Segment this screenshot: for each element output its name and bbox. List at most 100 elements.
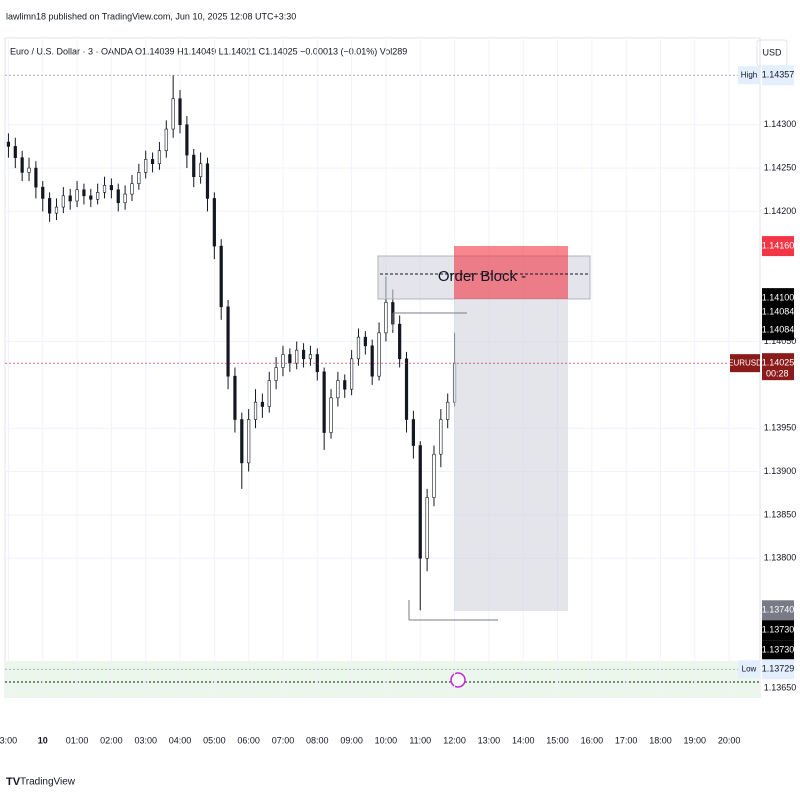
candle-body <box>96 192 100 200</box>
candle-body <box>27 167 31 173</box>
x-tick-label: 15:00 <box>546 735 569 745</box>
price-badge <box>762 353 794 381</box>
y-tick-label: 1.13950 <box>764 423 797 433</box>
candle-body <box>253 401 258 420</box>
candle-body <box>343 380 347 390</box>
x-tick-label: 02:00 <box>100 735 123 745</box>
currency[interactable]: USD <box>762 47 782 57</box>
candle-body <box>150 159 155 165</box>
price-badge <box>762 320 794 341</box>
candle-body <box>247 419 251 464</box>
y-tick-label: 1.13800 <box>764 553 797 563</box>
price-badge <box>762 620 794 641</box>
countdown: 00:28 <box>766 369 789 379</box>
x-tick-label: 16:00 <box>581 735 604 745</box>
price-badge-label: 1.14025 <box>762 358 795 368</box>
brand: TradingView <box>20 777 76 788</box>
x-tick-label: 07:00 <box>272 735 295 745</box>
low-zone <box>5 661 760 697</box>
y-tick-label: 1.14200 <box>764 206 797 216</box>
candle-body <box>377 332 381 377</box>
candle-body <box>240 419 244 464</box>
candle-body <box>411 419 415 446</box>
price-badge <box>762 600 794 621</box>
candle-body <box>109 185 113 191</box>
candle-body <box>48 198 52 214</box>
x-tick-label: 11:00 <box>409 735 431 745</box>
candle-body <box>439 419 443 455</box>
candle-body <box>130 183 134 195</box>
candle-body <box>336 380 340 399</box>
price-badge-label: 1.14357 <box>762 70 795 80</box>
candle-body <box>356 336 361 360</box>
y-tick-label: 1.13900 <box>764 466 797 476</box>
x-tick-label: 14:00 <box>512 735 535 745</box>
candle-body <box>233 375 237 420</box>
candle-body <box>13 146 17 158</box>
candle-body <box>6 141 11 147</box>
x-tick-label: 17:00 <box>615 735 638 745</box>
candle-body <box>54 206 59 214</box>
x-tick-label: 03:00 <box>134 735 157 745</box>
y-tick-label: 1.13850 <box>764 509 797 519</box>
candle-body <box>274 367 278 381</box>
candle-body <box>89 195 93 200</box>
badge-name-box <box>730 354 760 373</box>
price-badge <box>762 659 794 680</box>
candle-body <box>267 380 271 407</box>
badge-name: Low <box>742 664 757 673</box>
x-tick-label: 09:00 <box>340 735 363 745</box>
x-tick-label: 10:00 <box>375 735 398 745</box>
candle-body <box>446 401 450 420</box>
candle-body <box>322 371 326 433</box>
price-badge-label: 1.14160 <box>762 240 795 250</box>
price-badge <box>762 302 794 323</box>
x-tick-label: 19:00 <box>684 735 707 745</box>
event-icon[interactable] <box>450 672 466 688</box>
brand-logo: TV <box>6 776 21 788</box>
candle-body <box>226 306 230 377</box>
x-tick-label: 3:00 <box>0 735 17 745</box>
candle-body <box>404 358 409 420</box>
price-badge-label: 1.14084 <box>762 325 795 335</box>
plot-frame <box>4 37 761 698</box>
candle-body <box>281 354 285 368</box>
price-badge-label: 1.14084 <box>762 306 795 316</box>
candle-body <box>219 245 223 308</box>
x-tick-label: 20:00 <box>718 735 741 745</box>
plot <box>5 38 760 697</box>
y-tick-label: 1.13650 <box>764 683 797 693</box>
candle-body <box>384 302 388 334</box>
y-tick-label: 1.14050 <box>764 336 797 346</box>
projection-zone <box>454 299 568 611</box>
candle-body <box>171 98 175 130</box>
x-tick-label: 05:00 <box>203 735 226 745</box>
price-badge-label: 1.13730 <box>762 625 795 635</box>
candle-body <box>137 172 141 184</box>
y-tick-label: 1.14300 <box>764 119 797 129</box>
x-tick-label: 04:00 <box>169 735 192 745</box>
candle-body <box>425 497 429 559</box>
y-tick-label: 1.14250 <box>764 162 797 172</box>
x-tick-label: 06:00 <box>237 735 260 745</box>
price-badge <box>762 640 794 661</box>
price-badge <box>762 236 794 257</box>
candle-body <box>185 124 189 156</box>
order-block-red <box>454 246 568 299</box>
candle-body <box>178 98 182 126</box>
candle-body <box>102 185 107 193</box>
candle-body <box>260 401 264 407</box>
candle-body <box>212 198 216 247</box>
price-badge <box>762 65 794 86</box>
x-tick-label: 08:00 <box>306 735 329 745</box>
x-tick-label: 12:00 <box>443 735 466 745</box>
price-badge-label: 1.13730 <box>762 645 795 655</box>
price-badge-label: 1.14100 <box>762 293 795 303</box>
candle-body <box>301 349 306 360</box>
candle-body <box>68 195 72 202</box>
x-tick-label: 18:00 <box>649 735 672 745</box>
order-block-label: Order Block - <box>438 268 526 285</box>
candle-body <box>20 157 24 173</box>
